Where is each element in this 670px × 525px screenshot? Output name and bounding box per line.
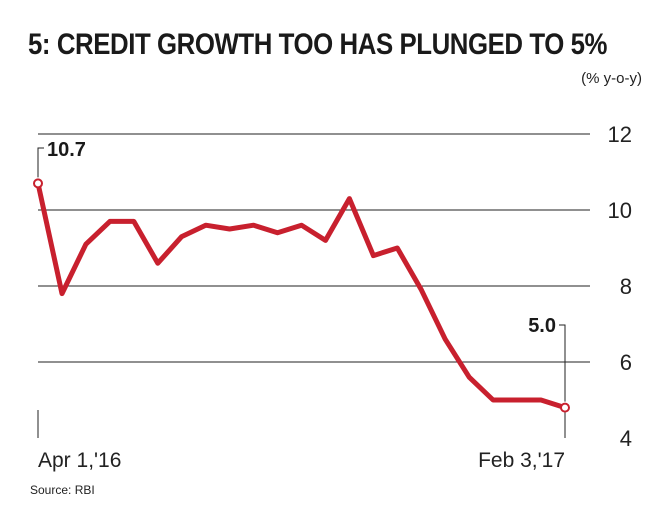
x-tick-label: Feb 3,'17 [478, 449, 565, 472]
y-tick-label: 10 [608, 198, 632, 223]
y-tick-label: 12 [608, 122, 632, 147]
y-tick-label: 8 [620, 274, 632, 299]
series-line [35, 180, 568, 411]
data-point [33, 178, 43, 189]
chart-title: 5: CREDIT GROWTH TOO HAS PLUNGED TO 5% [28, 28, 608, 61]
series-layer [33, 178, 570, 413]
annotation-leader [559, 324, 566, 402]
source-note: Source: RBI [30, 483, 95, 497]
data-point [560, 402, 570, 413]
data-label: 10.7 [47, 139, 86, 161]
y-tick-label: 6 [620, 350, 632, 375]
x-axis-ticks: Apr 1,'16 Feb 3,'17 [37, 410, 566, 472]
x-tick-label: Apr 1,'16 [38, 449, 121, 472]
annotation-leader [37, 147, 44, 178]
y-axis-unit-label: (% y-o-y) [581, 70, 642, 87]
gridlines [38, 133, 590, 363]
annotations: 10.7 5.0 [37, 139, 566, 402]
y-tick-label: 4 [620, 426, 632, 451]
data-label: 5.0 [528, 315, 556, 337]
y-axis-ticks: 4 6 8 10 12 [608, 122, 632, 451]
